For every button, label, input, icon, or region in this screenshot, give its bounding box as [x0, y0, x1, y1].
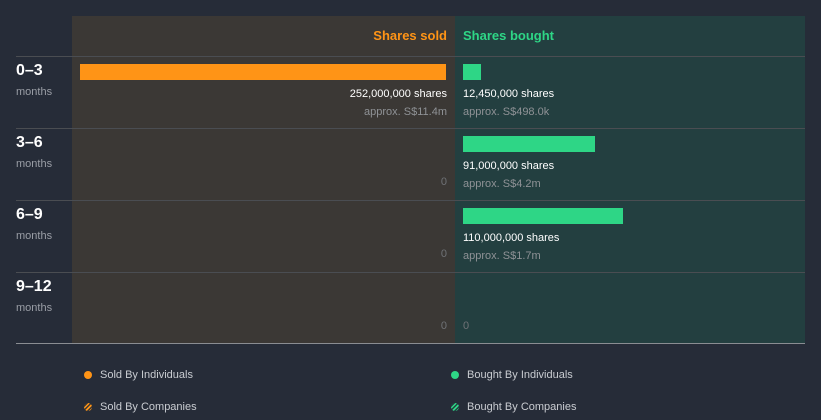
sold-zero: 0	[440, 176, 447, 188]
legend-bought-companies: Bought By Companies	[451, 401, 576, 413]
green-hatch-icon	[451, 403, 459, 411]
sold-zero: 0	[440, 320, 447, 332]
orange-dot-icon	[84, 371, 92, 379]
legend-label: Sold By Individuals	[100, 369, 193, 381]
period-unit: months	[16, 86, 53, 98]
period-label: 9–12	[16, 278, 52, 295]
period-unit: months	[16, 302, 53, 314]
period-label: 3–6	[16, 134, 43, 151]
shares-sold-header: Shares sold	[373, 28, 447, 43]
bought-shares-text: 110,000,000 shares	[463, 232, 560, 244]
bought-approx-text: approx. S$498.0k	[463, 106, 550, 118]
sold-shares-text: 252,000,000 shares	[349, 88, 447, 100]
bought-approx-text: approx. S$4.2m	[463, 178, 541, 190]
legend-bought-individuals: Bought By Individuals	[451, 369, 573, 381]
green-dot-icon	[451, 371, 459, 379]
sold-zero: 0	[440, 248, 447, 260]
bought-shares-text: 91,000,000 shares	[463, 160, 555, 172]
axis-line	[16, 343, 805, 344]
row-divider	[16, 128, 805, 129]
bought-bar	[463, 64, 482, 80]
period-label: 0–3	[16, 62, 43, 79]
shares-bought-header: Shares bought	[463, 28, 555, 43]
orange-hatch-icon	[84, 403, 92, 411]
shares-bought-panel	[455, 16, 805, 343]
period-label: 6–9	[16, 206, 43, 223]
bought-bar	[463, 136, 596, 152]
legend-sold-companies: Sold By Companies	[84, 401, 197, 413]
sold-bar	[80, 64, 446, 80]
bought-zero: 0	[463, 320, 470, 332]
bought-shares-text: 12,450,000 shares	[463, 88, 555, 100]
legend-label: Bought By Individuals	[467, 369, 573, 381]
row-divider	[16, 200, 805, 201]
legend-label: Sold By Companies	[100, 401, 197, 413]
bought-bar	[463, 208, 623, 224]
legend-sold-individuals: Sold By Individuals	[84, 369, 193, 381]
legend-label: Bought By Companies	[467, 401, 577, 413]
bought-approx-text: approx. S$1.7m	[463, 250, 541, 262]
row-divider	[16, 272, 805, 273]
period-unit: months	[16, 230, 53, 242]
period-unit: months	[16, 158, 53, 170]
sold-approx-text: approx. S$11.4m	[364, 106, 447, 118]
row-divider	[16, 56, 805, 57]
